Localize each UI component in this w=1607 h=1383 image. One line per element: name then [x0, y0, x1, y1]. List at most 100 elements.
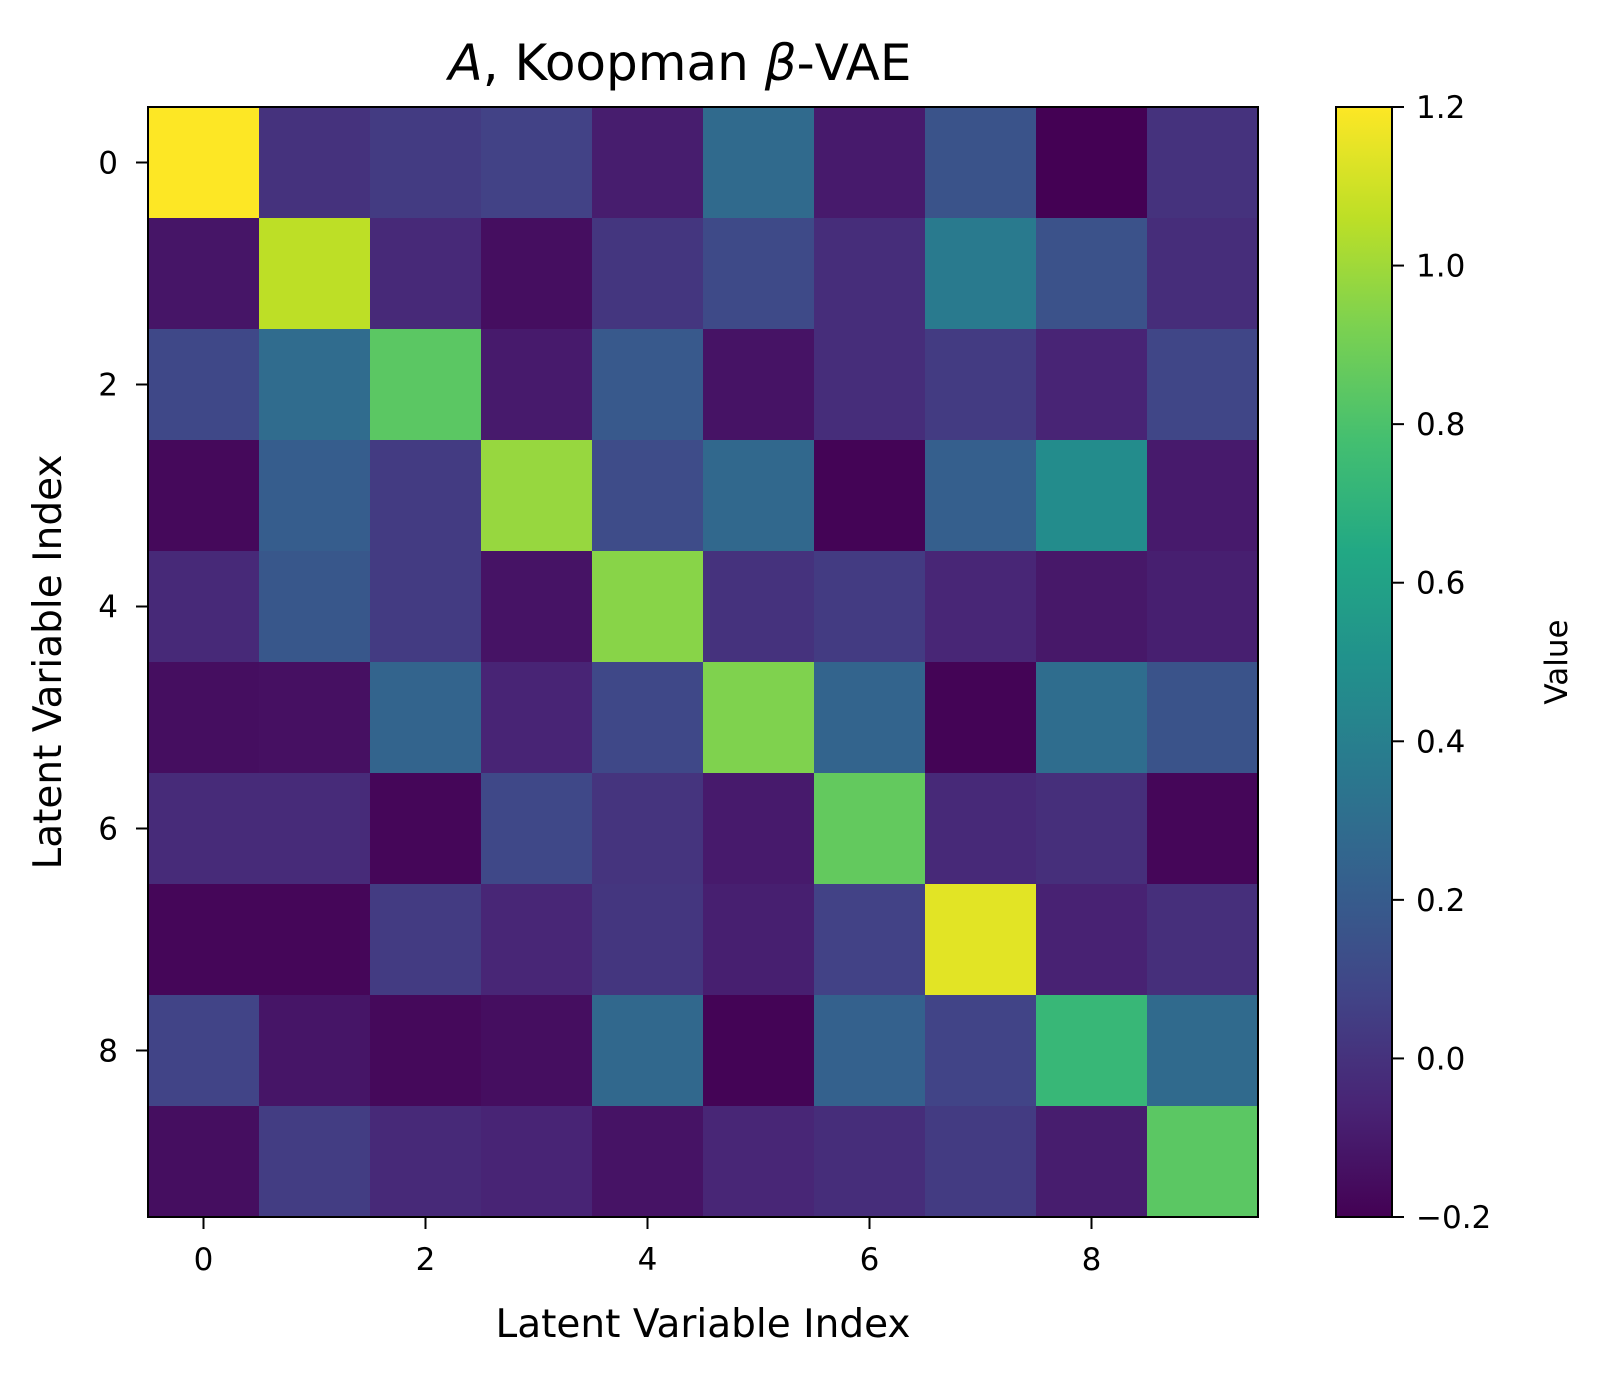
- heatmap-cell: [814, 218, 926, 330]
- heatmap-cell: [925, 218, 1037, 330]
- heatmap-cell: [592, 995, 704, 1107]
- heatmap-cell: [259, 773, 371, 885]
- colorbar-tick-label: 0.0: [1416, 1041, 1465, 1077]
- heatmap-cell: [148, 995, 260, 1107]
- x-tick-label: 4: [638, 1242, 658, 1278]
- heatmap-cell: [1147, 662, 1259, 774]
- heatmap-cell: [703, 662, 815, 774]
- heatmap-cell: [925, 107, 1037, 219]
- heatmap-cell: [481, 329, 593, 441]
- heatmap-cell: [259, 218, 371, 330]
- heatmap-cell: [814, 995, 926, 1107]
- heatmap-cell: [925, 662, 1037, 774]
- y-tick-label: 6: [98, 812, 118, 848]
- heatmap-cell: [703, 329, 815, 441]
- heatmap-cell: [1036, 884, 1148, 996]
- heatmap-cell: [148, 218, 260, 330]
- colorbar-tick-label: 0.2: [1416, 883, 1465, 919]
- heatmap-cell: [592, 1106, 704, 1218]
- heatmap-cell: [814, 1106, 926, 1218]
- heatmap-cell: [925, 995, 1037, 1107]
- heatmap-cell: [925, 773, 1037, 885]
- heatmap-cell: [814, 884, 926, 996]
- y-axis-label: Latent Variable Index: [26, 455, 71, 870]
- heatmap-cell: [259, 662, 371, 774]
- heatmap-cell: [370, 107, 482, 219]
- x-tick-label: 8: [1082, 1242, 1102, 1278]
- heatmap-cell: [1147, 440, 1259, 552]
- heatmap-cell: [592, 440, 704, 552]
- heatmap-cell: [481, 107, 593, 219]
- heatmap-cell: [814, 773, 926, 885]
- heatmap-cell: [814, 329, 926, 441]
- heatmap-cell: [148, 551, 260, 663]
- heatmap-cell: [481, 218, 593, 330]
- heatmap-cell: [1036, 773, 1148, 885]
- heatmap-cell: [370, 551, 482, 663]
- chart-title: A, Koopman β-VAE: [446, 34, 912, 92]
- colorbar-tick-label: 1.0: [1416, 249, 1465, 285]
- heatmap-cell: [1036, 551, 1148, 663]
- heatmap-cell: [814, 551, 926, 663]
- heatmap-cell: [370, 884, 482, 996]
- heatmap-cell: [925, 440, 1037, 552]
- colorbar: [1335, 106, 1393, 1218]
- heatmap-cell: [148, 107, 260, 219]
- heatmap-cell: [481, 662, 593, 774]
- colorbar-tick-label: 1.2: [1416, 90, 1465, 126]
- heatmap-cell: [1036, 329, 1148, 441]
- heatmap-cell: [259, 329, 371, 441]
- x-axis-ticks: 0 2 4 6 8: [194, 1217, 1102, 1278]
- heatmap-cell: [370, 773, 482, 885]
- heatmap-cell: [481, 551, 593, 663]
- heatmap-cell: [481, 995, 593, 1107]
- y-tick-label: 8: [98, 1034, 118, 1070]
- heatmap-cell: [1036, 1106, 1148, 1218]
- y-tick-label: 2: [98, 368, 118, 404]
- heatmap-cell: [1036, 218, 1148, 330]
- heatmap-cell: [1147, 773, 1259, 885]
- heatmap-cell: [592, 662, 704, 774]
- heatmap-cell: [148, 773, 260, 885]
- heatmap-cell: [370, 440, 482, 552]
- heatmap-cell: [1147, 107, 1259, 219]
- title-part: -VAE: [797, 34, 912, 92]
- heatmap-cell: [592, 551, 704, 663]
- heatmap-cell: [148, 884, 260, 996]
- colorbar-tick-label: 0.6: [1416, 566, 1465, 602]
- heatmap-cell: [1147, 995, 1259, 1107]
- heatmap-cell: [1147, 1106, 1259, 1218]
- heatmap-cell: [370, 662, 482, 774]
- heatmap-cell: [148, 1106, 260, 1218]
- heatmap-cell: [925, 884, 1037, 996]
- heatmap-cell: [148, 440, 260, 552]
- x-tick-label: 2: [416, 1242, 436, 1278]
- heatmap-cell: [703, 1106, 815, 1218]
- x-tick-label: 6: [860, 1242, 880, 1278]
- heatmap-cell: [703, 995, 815, 1107]
- heatmap-cell: [259, 551, 371, 663]
- heatmap-cell: [259, 884, 371, 996]
- heatmap-cell: [481, 1106, 593, 1218]
- heatmap-cell: [148, 329, 260, 441]
- heatmap-cell: [814, 440, 926, 552]
- heatmap-cell: [259, 995, 371, 1107]
- y-tick-label: 4: [98, 590, 118, 626]
- heatmap-cell: [925, 551, 1037, 663]
- heatmap-cell: [1036, 662, 1148, 774]
- heatmap-cell: [703, 107, 815, 219]
- heatmap-cell: [925, 329, 1037, 441]
- heatmap-cell: [481, 440, 593, 552]
- heatmap-cell: [1036, 995, 1148, 1107]
- plot-frame: [147, 106, 1259, 1218]
- heatmap-cell: [481, 773, 593, 885]
- x-tick-label: 0: [194, 1242, 214, 1278]
- heatmap-cell: [1147, 551, 1259, 663]
- colorbar-tick-label: 0.4: [1416, 724, 1465, 760]
- colorbar-ticks: −0.2 0.0 0.2 0.4 0.6 0.8 1.0 1.2: [1392, 90, 1491, 1236]
- title-part: A: [446, 34, 483, 92]
- heatmap-cell: [592, 884, 704, 996]
- colorbar-tick-label: −0.2: [1416, 1200, 1491, 1236]
- heatmap-cell: [259, 1106, 371, 1218]
- heatmap-cell: [148, 662, 260, 774]
